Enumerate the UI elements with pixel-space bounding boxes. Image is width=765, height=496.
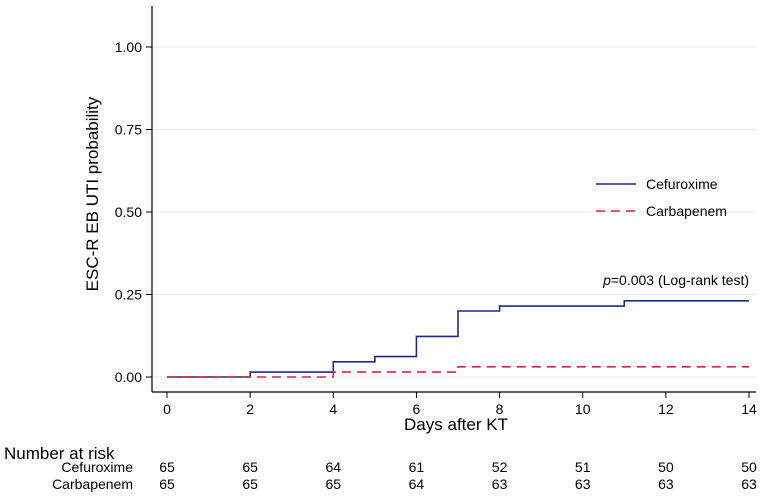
p-value-text: =0.003 (Log-rank test) — [611, 272, 749, 288]
legend-label-carbapenem: Carbapenem — [646, 203, 727, 219]
risk-row-label: Cefuroxime — [61, 459, 133, 475]
gridlines — [152, 46, 756, 378]
x-tick-label: 14 — [741, 401, 757, 417]
axes — [151, 6, 756, 393]
y-tick-label: 0.00 — [115, 369, 142, 385]
series-line-cefuroxime — [167, 299, 749, 378]
x-axis-label: Days after KT — [404, 415, 508, 434]
y-tick-label: 1.00 — [115, 39, 142, 55]
x-tick-label: 12 — [658, 401, 674, 417]
y-ticks: 0.00 0.25 0.50 0.75 1.00 — [115, 39, 152, 385]
risk-value: 65 — [159, 476, 175, 492]
risk-value: 63 — [575, 476, 591, 492]
x-tick-label: 0 — [163, 401, 171, 417]
x-tick-label: 4 — [329, 401, 337, 417]
x-ticks: 0 2 4 6 8 10 12 14 — [163, 392, 757, 417]
risk-value: 63 — [741, 476, 757, 492]
risk-value: 65 — [242, 476, 258, 492]
risk-table-title: Number at risk — [4, 444, 115, 463]
risk-row-label: Carbapenem — [52, 476, 133, 492]
risk-value: 64 — [325, 459, 341, 475]
legend: Cefuroxime Carbapenem — [596, 176, 727, 219]
risk-value: 50 — [658, 459, 674, 475]
risk-value: 64 — [409, 476, 425, 492]
y-tick-label: 0.75 — [115, 122, 142, 138]
series-line-carbapenem — [167, 365, 749, 378]
risk-value: 50 — [741, 459, 757, 475]
risk-value: 52 — [492, 459, 508, 475]
p-value-annotation: p=0.003 (Log-rank test) — [602, 272, 749, 288]
x-tick-label: 6 — [413, 401, 421, 417]
y-axis-label: ESC-R EB UTI probability — [83, 96, 102, 291]
x-tick-label: 2 — [246, 401, 254, 417]
y-tick-label: 0.25 — [115, 287, 142, 303]
x-tick-label: 10 — [575, 401, 591, 417]
series-lines — [167, 299, 749, 378]
risk-value: 51 — [575, 459, 591, 475]
risk-value: 65 — [242, 459, 258, 475]
y-tick-label: 0.50 — [115, 204, 142, 220]
risk-value: 63 — [492, 476, 508, 492]
risk-value: 65 — [325, 476, 341, 492]
x-tick-label: 8 — [496, 401, 504, 417]
p-value-italic: p — [602, 272, 611, 288]
risk-value: 63 — [658, 476, 674, 492]
legend-label-cefuroxime: Cefuroxime — [646, 176, 718, 192]
risk-value: 61 — [409, 459, 425, 475]
risk-value: 65 — [159, 459, 175, 475]
